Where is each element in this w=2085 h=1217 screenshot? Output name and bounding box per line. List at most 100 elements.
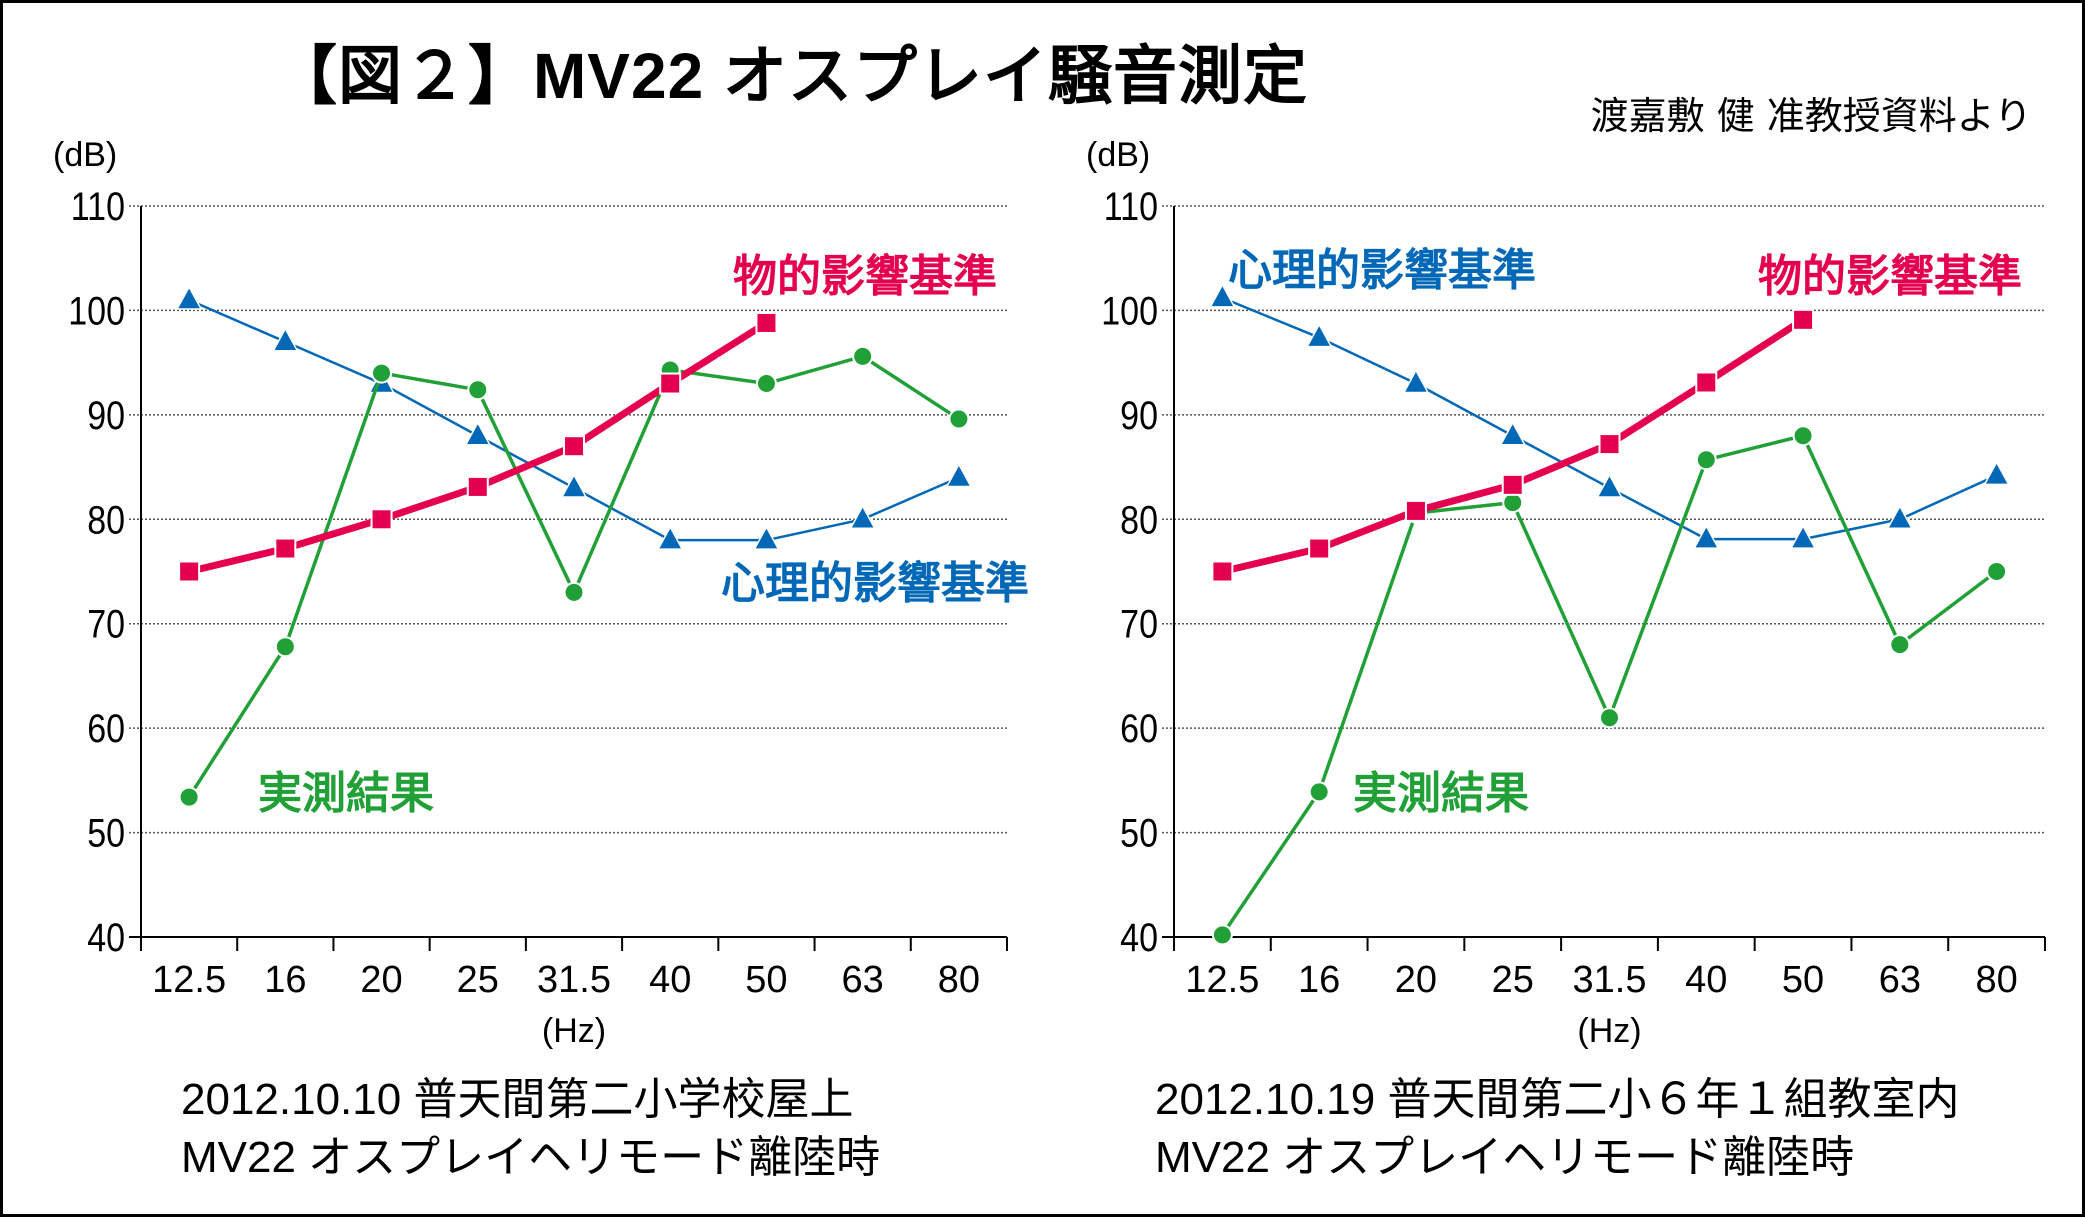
series-label: 心理的影響基準 xyxy=(1228,245,1536,296)
data-point-triangle xyxy=(945,462,973,488)
data-point-square xyxy=(178,560,201,583)
data-point-triangle xyxy=(1305,323,1333,348)
series-line-square xyxy=(188,319,769,575)
x-tick-label: 20 xyxy=(1395,959,1437,1001)
x-tick-label: 80 xyxy=(1975,959,2017,1001)
data-point-triangle xyxy=(464,421,492,446)
series-label: 物的影響基準 xyxy=(733,251,997,302)
x-tick-label: 40 xyxy=(649,959,691,1001)
series-line-triangle xyxy=(188,298,960,542)
chart-right: 40 50 60 70 80 90 100 110 12.5 16 20 25 31.5 40 50 63 80… xyxy=(1086,136,2046,1050)
data-point-triangle xyxy=(1209,283,1236,308)
y-tick-label: 100 xyxy=(1101,288,1158,333)
x-tick-label: 12.5 xyxy=(1185,959,1259,1001)
x-tick-label: 50 xyxy=(745,959,787,1001)
data-point-circle xyxy=(755,373,777,395)
y-tick-label: 70 xyxy=(87,601,125,646)
y-tick-label: 100 xyxy=(68,288,125,333)
y-tick-label: 80 xyxy=(87,497,125,542)
y-axis-label: (dB) xyxy=(1086,136,1150,174)
data-point-circle xyxy=(1792,425,1814,447)
data-point-square xyxy=(1404,499,1427,522)
y-tick-label: 60 xyxy=(1120,706,1158,751)
y-tick-label: 50 xyxy=(87,810,125,855)
y-tick-label: 110 xyxy=(1104,183,1158,228)
left-caption-line1: 2012.10.10 普天間第二小学校屋上 xyxy=(181,1075,854,1124)
series-label: 実測結果 xyxy=(258,768,434,819)
data-point-triangle xyxy=(753,525,780,550)
x-tick-label: 25 xyxy=(1492,959,1534,1001)
x-tick-label: 63 xyxy=(1879,959,1921,1001)
data-point-circle xyxy=(274,636,296,658)
x-tick-label: 25 xyxy=(457,959,499,1001)
data-point-square xyxy=(1501,473,1524,496)
data-point-square xyxy=(1695,371,1718,394)
data-point-triangle xyxy=(1499,421,1526,446)
x-tick-label: 16 xyxy=(1298,959,1340,1001)
data-point-circle xyxy=(1211,924,1233,946)
y-tick-label: 50 xyxy=(1120,810,1158,855)
x-tick-label: 20 xyxy=(360,959,402,1001)
series-label: 心理的影響基準 xyxy=(721,558,1029,609)
y-tick-label: 90 xyxy=(87,392,125,437)
y-tick-label: 60 xyxy=(87,706,125,751)
x-axis-label: (Hz) xyxy=(542,1012,606,1050)
x-tick-label: 40 xyxy=(1685,959,1727,1001)
data-point-triangle xyxy=(1402,368,1430,394)
data-point-circle xyxy=(1502,492,1524,514)
data-point-triangle xyxy=(560,473,588,498)
data-point-triangle xyxy=(175,285,203,310)
right-caption-line2: MV22 オスプレイヘリモード離陸時 xyxy=(1155,1133,1855,1182)
x-axis-label: (Hz) xyxy=(1577,1012,1641,1050)
charts-svg: 40 50 60 70 80 90 100 110 12.5 16 20 25 31.5 40 50 63 80… xyxy=(53,136,2046,1050)
data-point-triangle xyxy=(849,504,876,530)
x-tick-label: 63 xyxy=(842,959,884,1001)
chart-left: 40 50 60 70 80 90 100 110 12.5 16 20 25 31.5 40 50 63 80… xyxy=(53,136,1029,1050)
x-tick-label: 31.5 xyxy=(537,959,611,1001)
y-tick-label: 40 xyxy=(1120,914,1158,959)
data-point-triangle xyxy=(1693,524,1720,549)
data-point-square xyxy=(1308,537,1331,560)
y-tick-label: 110 xyxy=(71,183,125,228)
data-point-triangle xyxy=(1983,460,2010,486)
data-point-circle xyxy=(178,786,200,808)
series-line-square xyxy=(1221,316,1805,575)
data-point-triangle xyxy=(656,525,684,550)
y-tick-label: 80 xyxy=(1120,497,1158,542)
x-tick-label: 50 xyxy=(1782,959,1824,1001)
data-point-triangle xyxy=(1596,473,1623,498)
series-label: 物的影響基準 xyxy=(1758,251,2022,302)
data-point-circle xyxy=(467,379,489,401)
x-tick-label: 31.5 xyxy=(1573,959,1647,1001)
data-point-circle xyxy=(1308,781,1330,803)
data-point-circle xyxy=(852,345,874,367)
y-axis-label: (dB) xyxy=(53,136,117,174)
data-point-triangle xyxy=(1886,504,1914,530)
data-point-circle xyxy=(948,408,970,430)
data-point-triangle xyxy=(272,327,299,352)
data-point-square xyxy=(659,372,682,395)
data-point-circle xyxy=(1599,707,1620,729)
data-point-circle xyxy=(563,581,585,603)
data-point-square xyxy=(466,475,489,498)
data-point-square xyxy=(755,311,778,334)
data-point-square xyxy=(1792,308,1815,331)
data-point-square xyxy=(563,435,585,458)
data-point-circle xyxy=(1695,449,1717,471)
series-line-triangle xyxy=(1221,296,1998,541)
data-point-square xyxy=(1211,560,1234,583)
y-tick-label: 40 xyxy=(87,914,125,959)
figure-title: 【図２】MV22 オスプレイ騒音測定 xyxy=(273,40,1308,112)
x-tick-label: 80 xyxy=(938,959,980,1001)
data-point-circle xyxy=(1889,634,1911,656)
x-tick-label: 16 xyxy=(264,959,306,1001)
data-point-circle xyxy=(1986,561,2008,582)
y-tick-label: 70 xyxy=(1120,601,1158,646)
source-credit: 渡嘉敷 健 准教授資料より xyxy=(1590,94,2032,138)
series-line-circle xyxy=(1220,433,1998,936)
right-caption-line1: 2012.10.19 普天間第二小６年１組教室内 xyxy=(1155,1075,1960,1124)
data-point-triangle xyxy=(1789,524,1817,549)
data-point-square xyxy=(1598,433,1621,456)
x-tick-label: 12.5 xyxy=(152,959,226,1001)
